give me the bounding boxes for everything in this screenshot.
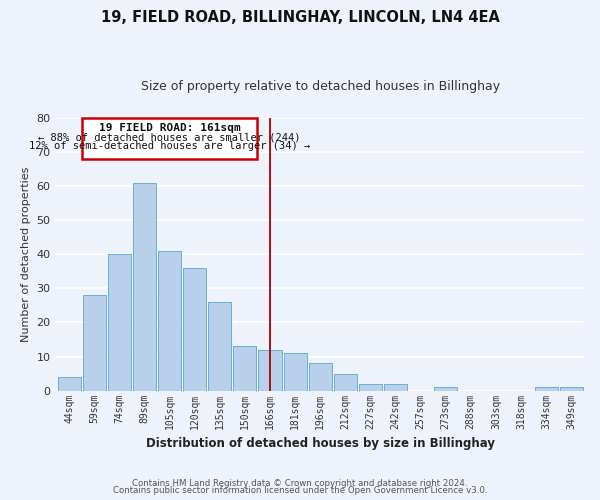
Bar xyxy=(359,384,382,390)
Text: ← 88% of detached houses are smaller (244): ← 88% of detached houses are smaller (24… xyxy=(38,132,301,142)
Text: 19 FIELD ROAD: 161sqm: 19 FIELD ROAD: 161sqm xyxy=(98,123,241,133)
Bar xyxy=(108,254,131,390)
Text: Contains HM Land Registry data © Crown copyright and database right 2024.: Contains HM Land Registry data © Crown c… xyxy=(132,478,468,488)
FancyBboxPatch shape xyxy=(82,118,257,158)
Bar xyxy=(560,387,583,390)
Bar xyxy=(183,268,206,390)
Bar xyxy=(133,182,156,390)
Bar xyxy=(284,353,307,391)
Bar xyxy=(233,346,256,391)
Bar xyxy=(259,350,281,391)
Title: Size of property relative to detached houses in Billinghay: Size of property relative to detached ho… xyxy=(140,80,500,93)
Bar xyxy=(434,387,457,390)
Bar xyxy=(58,377,81,390)
Bar xyxy=(384,384,407,390)
X-axis label: Distribution of detached houses by size in Billinghay: Distribution of detached houses by size … xyxy=(146,437,494,450)
Bar xyxy=(83,295,106,390)
Bar xyxy=(308,364,332,390)
Text: Contains public sector information licensed under the Open Government Licence v3: Contains public sector information licen… xyxy=(113,486,487,495)
Bar xyxy=(334,374,357,390)
Y-axis label: Number of detached properties: Number of detached properties xyxy=(21,166,31,342)
Bar xyxy=(158,251,181,390)
Text: 19, FIELD ROAD, BILLINGHAY, LINCOLN, LN4 4EA: 19, FIELD ROAD, BILLINGHAY, LINCOLN, LN4… xyxy=(101,10,499,25)
Text: 12% of semi-detached houses are larger (34) →: 12% of semi-detached houses are larger (… xyxy=(29,141,310,151)
Bar xyxy=(208,302,232,390)
Bar xyxy=(535,387,557,390)
